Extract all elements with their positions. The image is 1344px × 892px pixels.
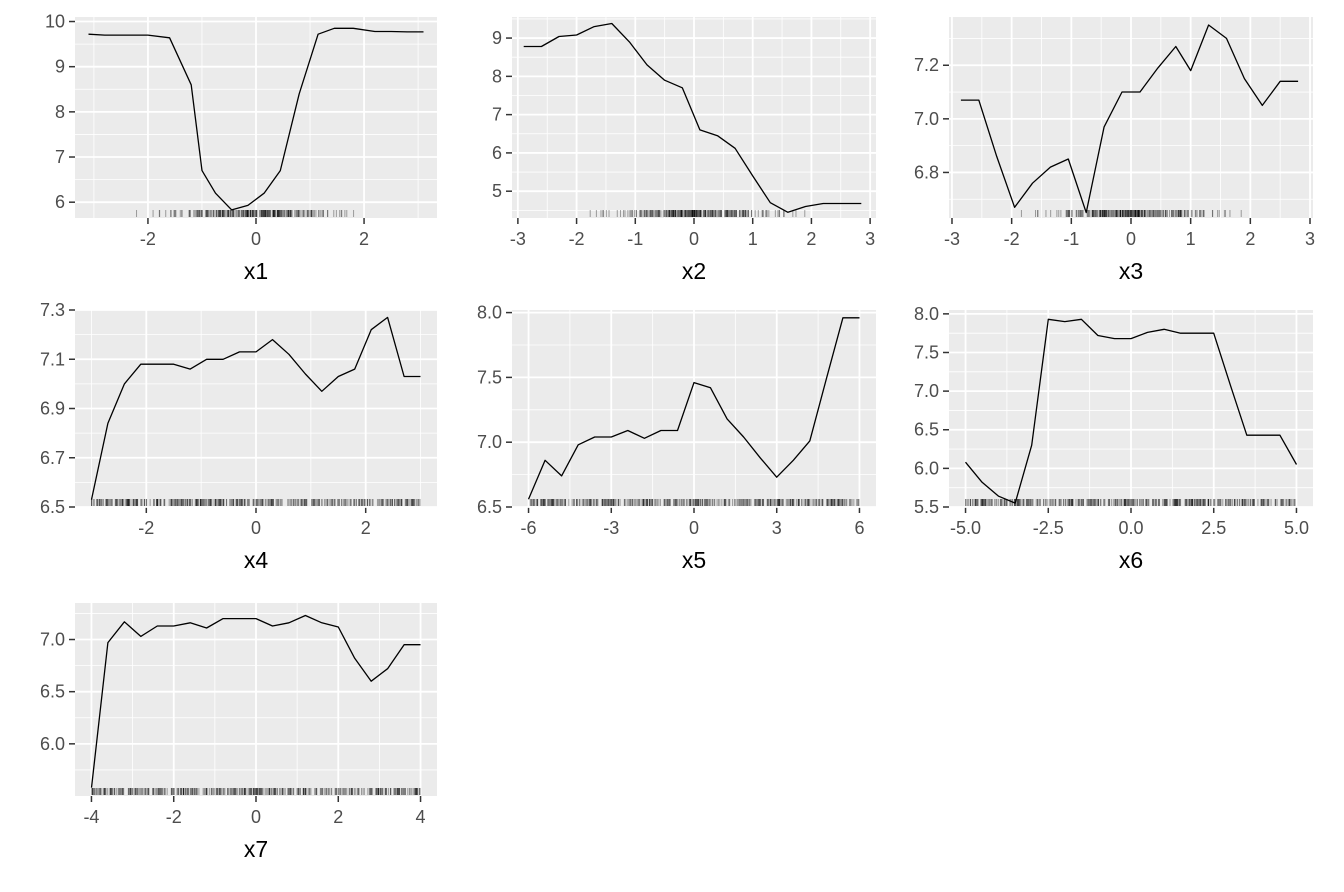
- x-tick-label: -5.0: [950, 518, 981, 538]
- panel-x7: -4 -2 0 2 4 6.0 6.5 7.0 x7: [40, 603, 437, 862]
- y-tick-label: 9: [55, 57, 65, 77]
- y-tick-label: 7: [55, 147, 65, 167]
- y-tick-label: 6.7: [40, 448, 65, 468]
- y-tick-label: 6.5: [477, 497, 502, 517]
- x-tick-label: 0.0: [1118, 518, 1143, 538]
- rug-marks: [136, 210, 355, 217]
- rug-marks: [589, 210, 806, 217]
- x-tick-label: 2.5: [1201, 518, 1226, 538]
- x-tick-label: 0: [251, 229, 261, 249]
- y-tick-label: 8.0: [477, 303, 502, 323]
- x-tick-label: 2: [359, 229, 369, 249]
- y-tick-label: 7.5: [914, 342, 939, 362]
- x-tick-label: -6: [521, 518, 537, 538]
- x-tick-label: 3: [865, 229, 875, 249]
- x-tick-label: -3: [603, 518, 619, 538]
- y-tick-label: 6.5: [914, 420, 939, 440]
- rug-marks: [1020, 210, 1242, 217]
- panel-x1: -2 0 2 6 7 8 9 10 x1: [45, 12, 437, 284]
- y-tick-label: 6: [492, 143, 502, 163]
- x-tick-label: -2.5: [1033, 518, 1064, 538]
- panel-x2: -3 -2 -1 0 1 2 3 5 6 7 8 9 x2: [492, 17, 876, 284]
- y-tick-label: 7.0: [40, 630, 65, 650]
- x-axis-title: x1: [244, 258, 268, 284]
- x-tick-label: 2: [333, 807, 343, 827]
- x-tick-label: 0: [689, 229, 699, 249]
- x-axis-title: x7: [244, 836, 268, 862]
- x-tick-label: 3: [1305, 229, 1315, 249]
- x-tick-label: -4: [83, 807, 99, 827]
- x-tick-label: 1: [748, 229, 758, 249]
- x-tick-label: 1: [1186, 229, 1196, 249]
- x-tick-label: -3: [944, 229, 960, 249]
- y-tick-label: 8.0: [914, 304, 939, 324]
- x-tick-label: 2: [1245, 229, 1255, 249]
- y-tick-label: 7.3: [40, 300, 65, 320]
- y-tick-label: 7.0: [914, 109, 939, 129]
- x-tick-label: 0: [251, 518, 261, 538]
- series-line: [960, 24, 1299, 214]
- x-axis-title: x3: [1119, 258, 1143, 284]
- y-tick-label: 5.5: [914, 497, 939, 517]
- y-tick-label: 5: [492, 181, 502, 201]
- x-tick-label: -3: [510, 229, 526, 249]
- panel-x4: -2 0 2 6.5 6.7 6.9 7.1 7.3 x4: [40, 300, 437, 573]
- x-tick-label: -1: [1063, 229, 1079, 249]
- x-tick-label: 3: [772, 518, 782, 538]
- y-tick-label: 7.2: [914, 55, 939, 75]
- y-tick-label: 10: [45, 12, 65, 32]
- y-tick-label: 8: [492, 66, 502, 86]
- y-tick-label: 7.5: [477, 367, 502, 387]
- x-tick-label: -1: [627, 229, 643, 249]
- x-tick-label: -2: [1004, 229, 1020, 249]
- x-tick-label: 2: [806, 229, 816, 249]
- panel-x3: -3 -2 -1 0 1 2 3 6.8 7.0 7.2 x3: [914, 17, 1315, 284]
- x-tick-label: 0: [689, 518, 699, 538]
- x-tick-label: 4: [416, 807, 426, 827]
- series-line: [90, 614, 421, 788]
- x-axis-title: x6: [1119, 547, 1143, 573]
- x-tick-label: 5.0: [1284, 518, 1309, 538]
- series-line: [964, 318, 1298, 504]
- y-tick-label: 6.5: [40, 682, 65, 702]
- panel-x6: -5.0 -2.5 0.0 2.5 5.0 5.5 6.0 6.5 7.0 7.5 8.0 x6: [914, 304, 1313, 573]
- x-tick-label: -2: [166, 807, 182, 827]
- x-axis-title: x5: [682, 547, 706, 573]
- y-tick-label: 6.8: [914, 162, 939, 182]
- x-tick-label: -2: [140, 229, 156, 249]
- x-tick-label: 2: [361, 518, 371, 538]
- x-axis-title: x2: [682, 258, 706, 284]
- y-tick-label: 6.9: [40, 399, 65, 419]
- series-line: [523, 22, 862, 213]
- y-tick-label: 6: [55, 192, 65, 212]
- y-tick-label: 7.0: [914, 381, 939, 401]
- x-tick-label: 0: [251, 807, 261, 827]
- y-tick-label: 8: [55, 102, 65, 122]
- rug-marks: [91, 788, 421, 795]
- x-tick-label: 0: [1126, 229, 1136, 249]
- y-tick-label: 7: [492, 105, 502, 125]
- y-tick-label: 6.0: [914, 458, 939, 478]
- x-tick-label: -2: [138, 518, 154, 538]
- x-tick-label: -2: [569, 229, 585, 249]
- rug-marks: [965, 499, 1296, 506]
- y-tick-label: 6.0: [40, 734, 65, 754]
- y-tick-label: 6.5: [40, 497, 65, 517]
- y-tick-label: 7.1: [40, 349, 65, 369]
- panel-x5: -6 -3 0 3 6 6.5 7.0 7.5 8.0 x5: [477, 303, 876, 573]
- series-line: [90, 316, 421, 500]
- series-line: [88, 27, 424, 211]
- y-tick-label: 7.0: [477, 432, 502, 452]
- rug-marks: [529, 499, 860, 506]
- rug-marks: [90, 499, 421, 506]
- series-line: [527, 317, 860, 500]
- x-axis-title: x4: [244, 547, 269, 573]
- x-tick-label: 6: [854, 518, 864, 538]
- y-tick-label: 9: [492, 28, 502, 48]
